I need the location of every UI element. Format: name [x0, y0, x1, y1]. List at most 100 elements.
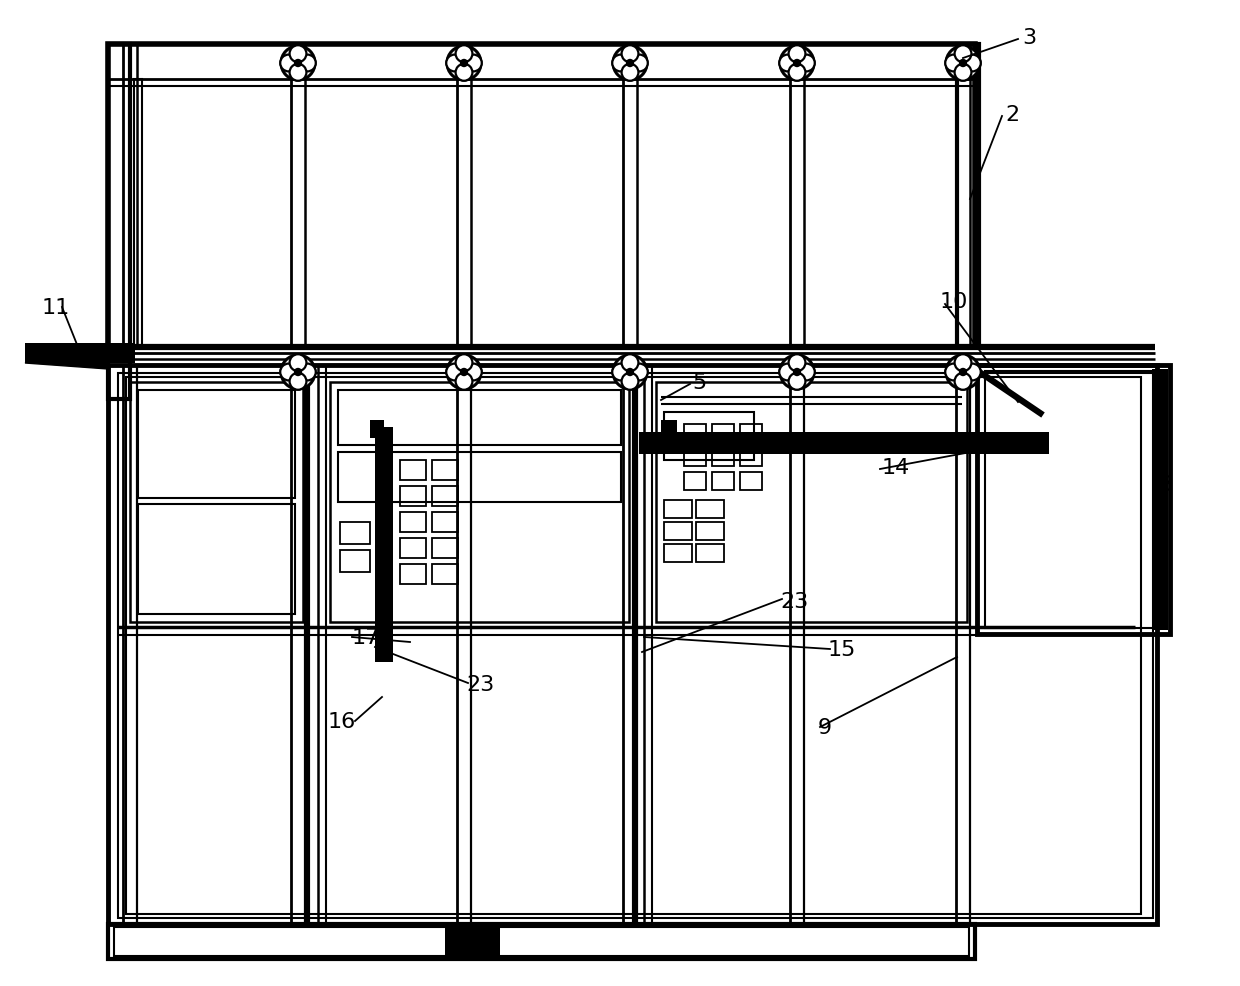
- Circle shape: [460, 369, 467, 376]
- Bar: [339, 453, 621, 503]
- Circle shape: [960, 60, 966, 67]
- Bar: [656, 383, 967, 622]
- Bar: [663, 523, 692, 540]
- Bar: [330, 383, 629, 622]
- Bar: [663, 544, 692, 562]
- Circle shape: [446, 364, 463, 381]
- Circle shape: [779, 364, 796, 381]
- Bar: [639, 433, 1049, 455]
- Bar: [108, 45, 975, 348]
- Circle shape: [797, 364, 815, 381]
- Bar: [696, 544, 724, 562]
- Bar: [138, 505, 295, 615]
- Bar: [432, 564, 458, 585]
- Bar: [957, 45, 980, 348]
- Circle shape: [789, 355, 806, 372]
- Circle shape: [613, 364, 629, 381]
- Bar: [432, 538, 458, 558]
- Text: 15: 15: [828, 639, 857, 660]
- Bar: [134, 80, 143, 348]
- Bar: [118, 374, 1153, 918]
- Text: 8: 8: [1158, 474, 1172, 495]
- Circle shape: [446, 55, 463, 72]
- Circle shape: [780, 356, 813, 389]
- Circle shape: [626, 60, 634, 67]
- Circle shape: [621, 46, 639, 63]
- Bar: [130, 383, 303, 622]
- Bar: [712, 449, 734, 466]
- Circle shape: [280, 55, 298, 72]
- Bar: [696, 501, 724, 519]
- Circle shape: [613, 356, 647, 389]
- Bar: [740, 425, 763, 443]
- Bar: [977, 366, 1171, 634]
- Circle shape: [621, 355, 639, 372]
- Text: 5: 5: [692, 373, 707, 392]
- Text: 17: 17: [352, 627, 381, 648]
- Circle shape: [626, 369, 634, 376]
- Bar: [126, 378, 1141, 914]
- Bar: [401, 538, 427, 558]
- Bar: [684, 472, 706, 490]
- Circle shape: [455, 374, 472, 390]
- Circle shape: [794, 369, 801, 376]
- Text: 3: 3: [1022, 28, 1037, 48]
- Bar: [401, 486, 427, 507]
- Circle shape: [955, 65, 971, 82]
- Bar: [108, 45, 130, 399]
- Circle shape: [621, 65, 639, 82]
- Circle shape: [946, 356, 980, 389]
- Circle shape: [797, 55, 815, 72]
- Circle shape: [460, 60, 467, 67]
- Circle shape: [960, 369, 966, 376]
- Text: 23: 23: [780, 592, 808, 611]
- Circle shape: [290, 355, 306, 372]
- Bar: [401, 513, 427, 532]
- Circle shape: [963, 55, 981, 72]
- Circle shape: [290, 65, 306, 82]
- Circle shape: [290, 46, 306, 63]
- Circle shape: [955, 355, 971, 372]
- Circle shape: [446, 356, 481, 389]
- Bar: [740, 472, 763, 490]
- Bar: [712, 472, 734, 490]
- Circle shape: [613, 55, 629, 72]
- Text: 9: 9: [818, 717, 832, 738]
- Circle shape: [446, 47, 481, 81]
- Circle shape: [955, 46, 971, 63]
- Bar: [370, 421, 384, 439]
- Bar: [340, 523, 370, 544]
- Bar: [114, 927, 968, 956]
- Bar: [684, 425, 706, 443]
- Circle shape: [779, 55, 796, 72]
- Circle shape: [455, 46, 472, 63]
- Text: 10: 10: [940, 292, 968, 312]
- Circle shape: [631, 55, 647, 72]
- Bar: [108, 366, 1157, 924]
- Bar: [340, 550, 370, 573]
- Bar: [445, 926, 500, 957]
- Circle shape: [455, 65, 472, 82]
- Bar: [663, 501, 692, 519]
- Bar: [339, 390, 621, 446]
- Bar: [432, 460, 458, 480]
- Circle shape: [295, 369, 301, 376]
- Circle shape: [281, 356, 315, 389]
- Bar: [696, 523, 724, 540]
- Bar: [663, 412, 754, 460]
- Text: 16: 16: [329, 711, 356, 732]
- Circle shape: [789, 374, 806, 390]
- Circle shape: [794, 60, 801, 67]
- Bar: [661, 421, 677, 433]
- Circle shape: [780, 47, 813, 81]
- Text: 14: 14: [882, 458, 910, 477]
- Text: 2: 2: [1004, 105, 1019, 125]
- Circle shape: [465, 55, 482, 72]
- Circle shape: [295, 60, 301, 67]
- Circle shape: [280, 364, 298, 381]
- Polygon shape: [25, 344, 108, 370]
- Bar: [740, 449, 763, 466]
- Circle shape: [621, 374, 639, 390]
- Circle shape: [945, 55, 962, 72]
- Circle shape: [465, 364, 482, 381]
